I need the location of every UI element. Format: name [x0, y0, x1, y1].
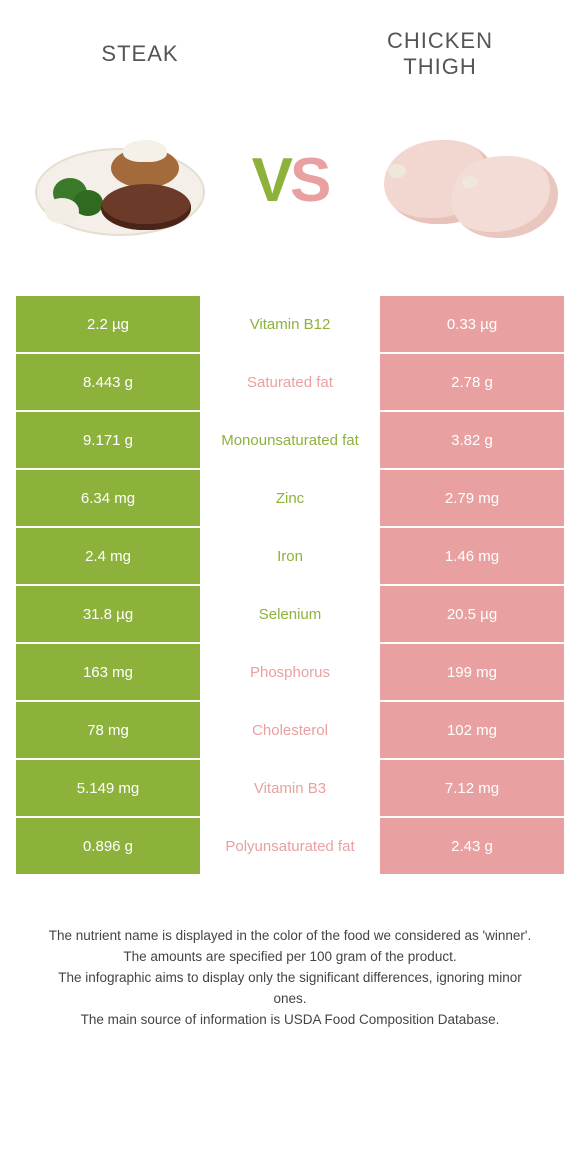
footer-line-4: The main source of information is USDA F… [40, 1010, 540, 1031]
chicken-illustration [370, 120, 565, 240]
table-row: 9.171 gMonounsaturated fat3.82 g [16, 412, 564, 470]
value-right: 2.79 mg [380, 470, 564, 526]
value-right: 0.33 µg [380, 296, 564, 352]
value-right: 20.5 µg [380, 586, 564, 642]
value-right: 199 mg [380, 644, 564, 700]
nutrient-label: Vitamin B12 [200, 296, 380, 352]
value-left: 8.443 g [16, 354, 200, 410]
value-right: 2.78 g [380, 354, 564, 410]
table-row: 5.149 mgVitamin B37.12 mg [16, 760, 564, 818]
steak-illustration [15, 120, 210, 240]
title-right-line2: THIGH [340, 54, 540, 80]
header: STEAK CHICKEN THIGH [0, 0, 580, 90]
nutrient-label: Phosphorus [200, 644, 380, 700]
value-left: 2.2 µg [16, 296, 200, 352]
nutrient-label: Iron [200, 528, 380, 584]
nutrient-label: Monounsaturated fat [200, 412, 380, 468]
footer-line-1: The nutrient name is displayed in the co… [40, 926, 540, 947]
illustration-row: VS [0, 90, 580, 260]
nutrient-label: Vitamin B3 [200, 760, 380, 816]
value-left: 78 mg [16, 702, 200, 758]
value-right: 3.82 g [380, 412, 564, 468]
value-left: 0.896 g [16, 818, 200, 874]
vs-label: VS [252, 145, 329, 216]
value-right: 102 mg [380, 702, 564, 758]
table-row: 2.2 µgVitamin B120.33 µg [16, 296, 564, 354]
nutrient-label: Polyunsaturated fat [200, 818, 380, 874]
title-right-line1: CHICKEN [340, 28, 540, 54]
value-left: 5.149 mg [16, 760, 200, 816]
value-left: 2.4 mg [16, 528, 200, 584]
nutrient-label: Saturated fat [200, 354, 380, 410]
comparison-table: 2.2 µgVitamin B120.33 µg8.443 gSaturated… [16, 296, 564, 876]
table-row: 8.443 gSaturated fat2.78 g [16, 354, 564, 412]
vs-s: S [290, 146, 328, 215]
value-left: 6.34 mg [16, 470, 200, 526]
title-right: CHICKEN THIGH [340, 28, 540, 80]
table-row: 163 mgPhosphorus199 mg [16, 644, 564, 702]
value-left: 31.8 µg [16, 586, 200, 642]
value-left: 9.171 g [16, 412, 200, 468]
vs-v: V [252, 146, 290, 215]
table-row: 6.34 mgZinc2.79 mg [16, 470, 564, 528]
value-right: 7.12 mg [380, 760, 564, 816]
footer-line-2: The amounts are specified per 100 gram o… [40, 947, 540, 968]
table-row: 78 mgCholesterol102 mg [16, 702, 564, 760]
nutrient-label: Selenium [200, 586, 380, 642]
table-row: 0.896 gPolyunsaturated fat2.43 g [16, 818, 564, 876]
nutrient-label: Cholesterol [200, 702, 380, 758]
table-row: 2.4 mgIron1.46 mg [16, 528, 564, 586]
title-left: STEAK [40, 41, 240, 67]
nutrient-label: Zinc [200, 470, 380, 526]
footer-notes: The nutrient name is displayed in the co… [40, 926, 540, 1031]
footer-line-3: The infographic aims to display only the… [40, 968, 540, 1010]
value-right: 2.43 g [380, 818, 564, 874]
value-left: 163 mg [16, 644, 200, 700]
value-right: 1.46 mg [380, 528, 564, 584]
table-row: 31.8 µgSelenium20.5 µg [16, 586, 564, 644]
